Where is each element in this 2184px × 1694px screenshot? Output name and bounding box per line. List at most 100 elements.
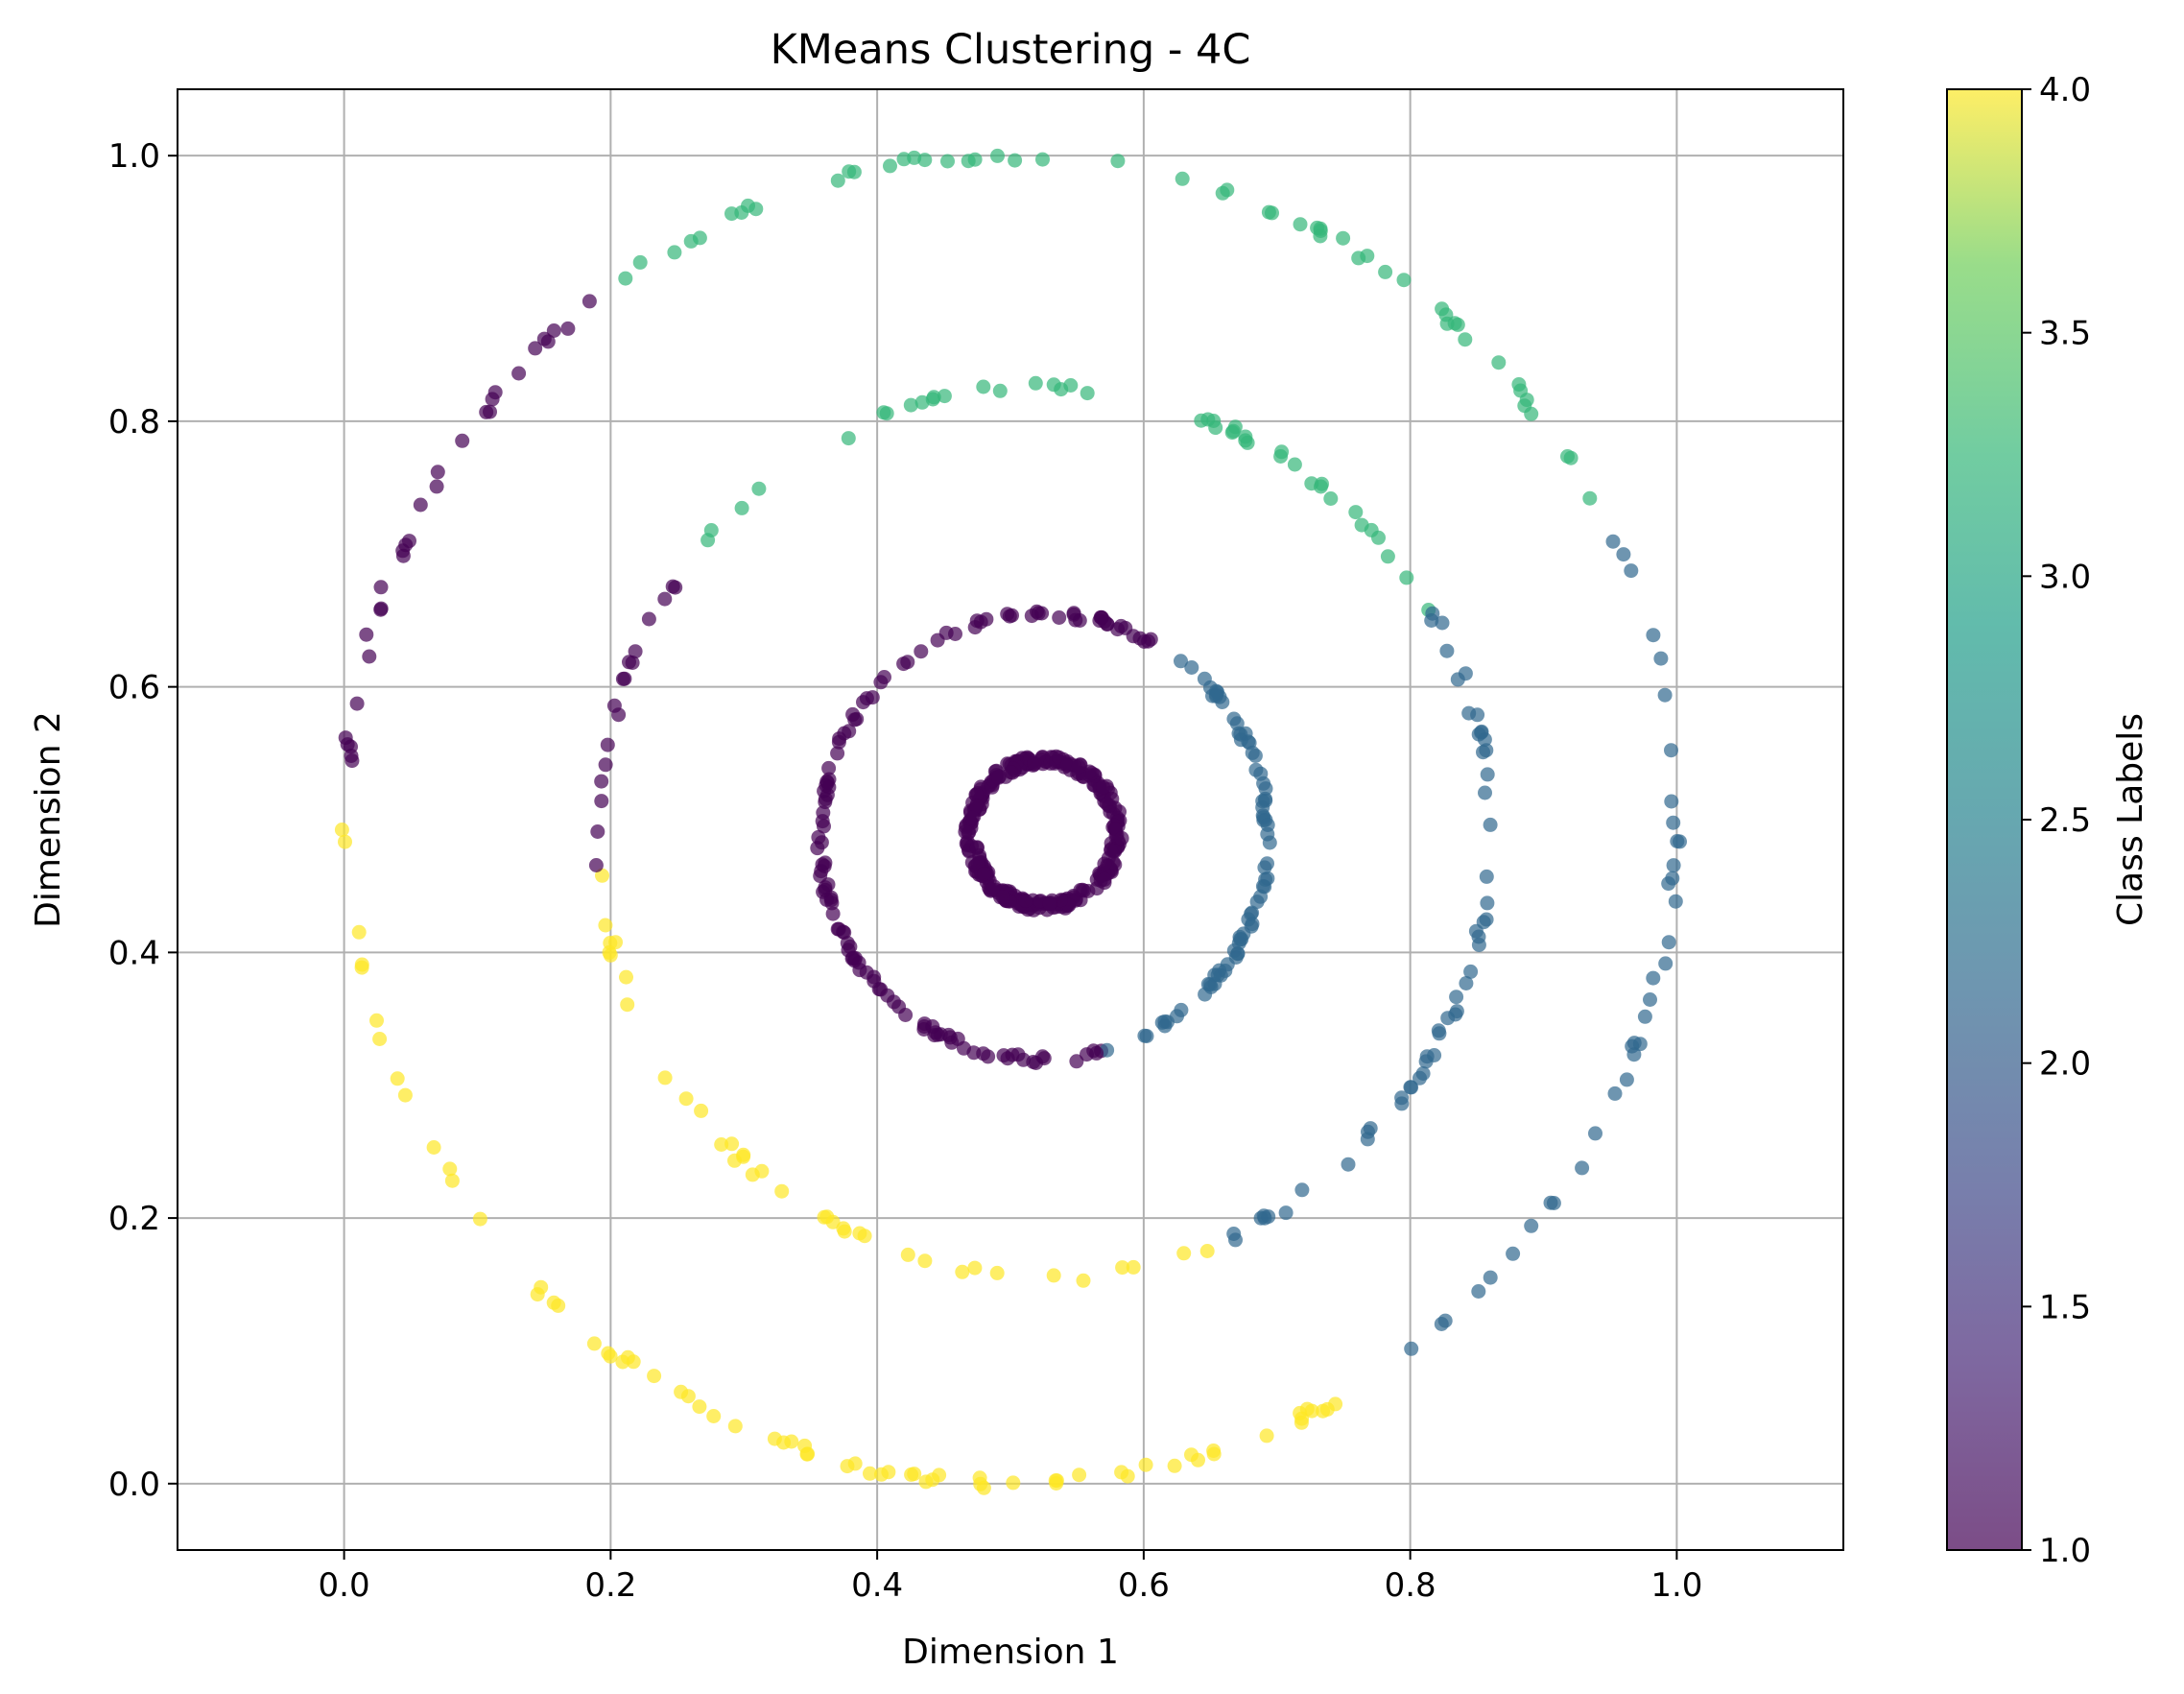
x-tick-label: 1.0 <box>1650 1566 1702 1605</box>
data-point <box>1471 727 1486 742</box>
data-point <box>724 1136 740 1152</box>
data-point <box>955 1264 970 1279</box>
colorbar-tick-label: 4.0 <box>2039 71 2091 109</box>
data-point <box>694 1103 709 1118</box>
data-point <box>842 724 857 739</box>
data-point <box>594 774 609 789</box>
data-point <box>1174 1002 1189 1017</box>
data-point <box>985 882 1000 897</box>
data-point <box>1657 687 1673 703</box>
data-point <box>815 814 830 829</box>
data-point <box>413 497 428 513</box>
data-point <box>1293 217 1308 232</box>
data-point <box>628 644 643 659</box>
data-point <box>1664 794 1679 809</box>
data-point <box>429 479 444 494</box>
data-point <box>1008 153 1023 168</box>
data-point <box>1427 1048 1442 1062</box>
data-point <box>647 1369 662 1384</box>
data-point <box>338 730 353 746</box>
data-point <box>1293 1405 1308 1420</box>
data-point <box>1035 152 1050 167</box>
data-point <box>977 867 991 881</box>
data-point <box>859 691 874 706</box>
data-point <box>430 465 445 480</box>
data-point <box>1348 505 1364 520</box>
data-point <box>1661 876 1676 892</box>
data-point <box>334 823 349 837</box>
data-point <box>989 1265 1005 1280</box>
data-point <box>700 533 716 548</box>
data-point <box>917 153 933 168</box>
data-point <box>1463 964 1479 979</box>
data-point <box>1097 856 1112 871</box>
data-point <box>1458 666 1473 681</box>
data-point <box>1470 707 1485 723</box>
data-point <box>821 779 837 795</box>
data-point <box>1626 1047 1642 1062</box>
data-point <box>914 644 929 659</box>
y-tick-label: 1.0 <box>108 137 160 176</box>
data-point <box>1294 1182 1310 1198</box>
data-point <box>1664 743 1678 758</box>
data-point <box>1399 570 1414 585</box>
data-point <box>603 1348 618 1364</box>
data-point <box>866 969 882 985</box>
data-point <box>1139 1029 1154 1043</box>
data-point <box>1220 182 1235 198</box>
data-point <box>1575 1160 1590 1176</box>
data-point <box>1506 1246 1521 1261</box>
data-point <box>904 1467 919 1482</box>
data-point <box>1230 946 1246 962</box>
data-point <box>1616 547 1631 562</box>
data-point <box>958 824 973 840</box>
data-point <box>1480 767 1495 782</box>
data-point <box>1432 1026 1447 1041</box>
data-point <box>898 1008 914 1022</box>
data-point <box>1257 860 1272 875</box>
colorbar-ticks: 1.0 1.5 2.0 2.5 3.0 3.5 4.0 <box>2022 71 2091 1570</box>
data-point <box>615 671 630 686</box>
data-point <box>351 924 367 940</box>
data-point <box>588 858 604 872</box>
data-point <box>1097 871 1112 887</box>
data-point <box>582 294 597 309</box>
data-point <box>1002 608 1017 624</box>
data-point <box>1341 1157 1356 1172</box>
data-point <box>1114 830 1129 846</box>
data-point <box>1104 791 1120 806</box>
data-point <box>1253 766 1269 781</box>
data-point <box>1175 171 1190 186</box>
data-point <box>992 383 1008 398</box>
data-point <box>667 245 682 260</box>
data-point <box>1653 651 1669 666</box>
data-point <box>969 788 984 802</box>
data-point <box>1458 332 1473 347</box>
data-point <box>825 1214 841 1229</box>
data-point <box>1114 1465 1129 1480</box>
data-point <box>1658 956 1674 971</box>
data-point <box>841 431 856 446</box>
data-point <box>1068 612 1083 628</box>
data-point <box>479 404 494 419</box>
data-point <box>837 925 852 941</box>
x-axis-label: Dimension 1 <box>902 1633 1119 1672</box>
data-point <box>1261 204 1276 220</box>
data-point <box>1666 815 1681 830</box>
data-point <box>1619 1072 1634 1087</box>
data-point <box>1054 893 1068 908</box>
data-point <box>586 1336 602 1351</box>
y-tick-label: 0.4 <box>108 934 160 972</box>
data-point <box>876 405 891 420</box>
data-points <box>334 148 1687 1495</box>
colorbar-tick-label: 2.0 <box>2039 1045 2091 1084</box>
data-point <box>590 824 605 839</box>
data-point <box>873 982 889 997</box>
data-point <box>863 1466 877 1481</box>
data-point <box>976 379 991 394</box>
data-point <box>620 997 635 1013</box>
data-point <box>1026 1055 1041 1069</box>
data-point <box>714 1137 729 1152</box>
data-point <box>1336 230 1351 246</box>
data-point <box>1245 745 1260 760</box>
